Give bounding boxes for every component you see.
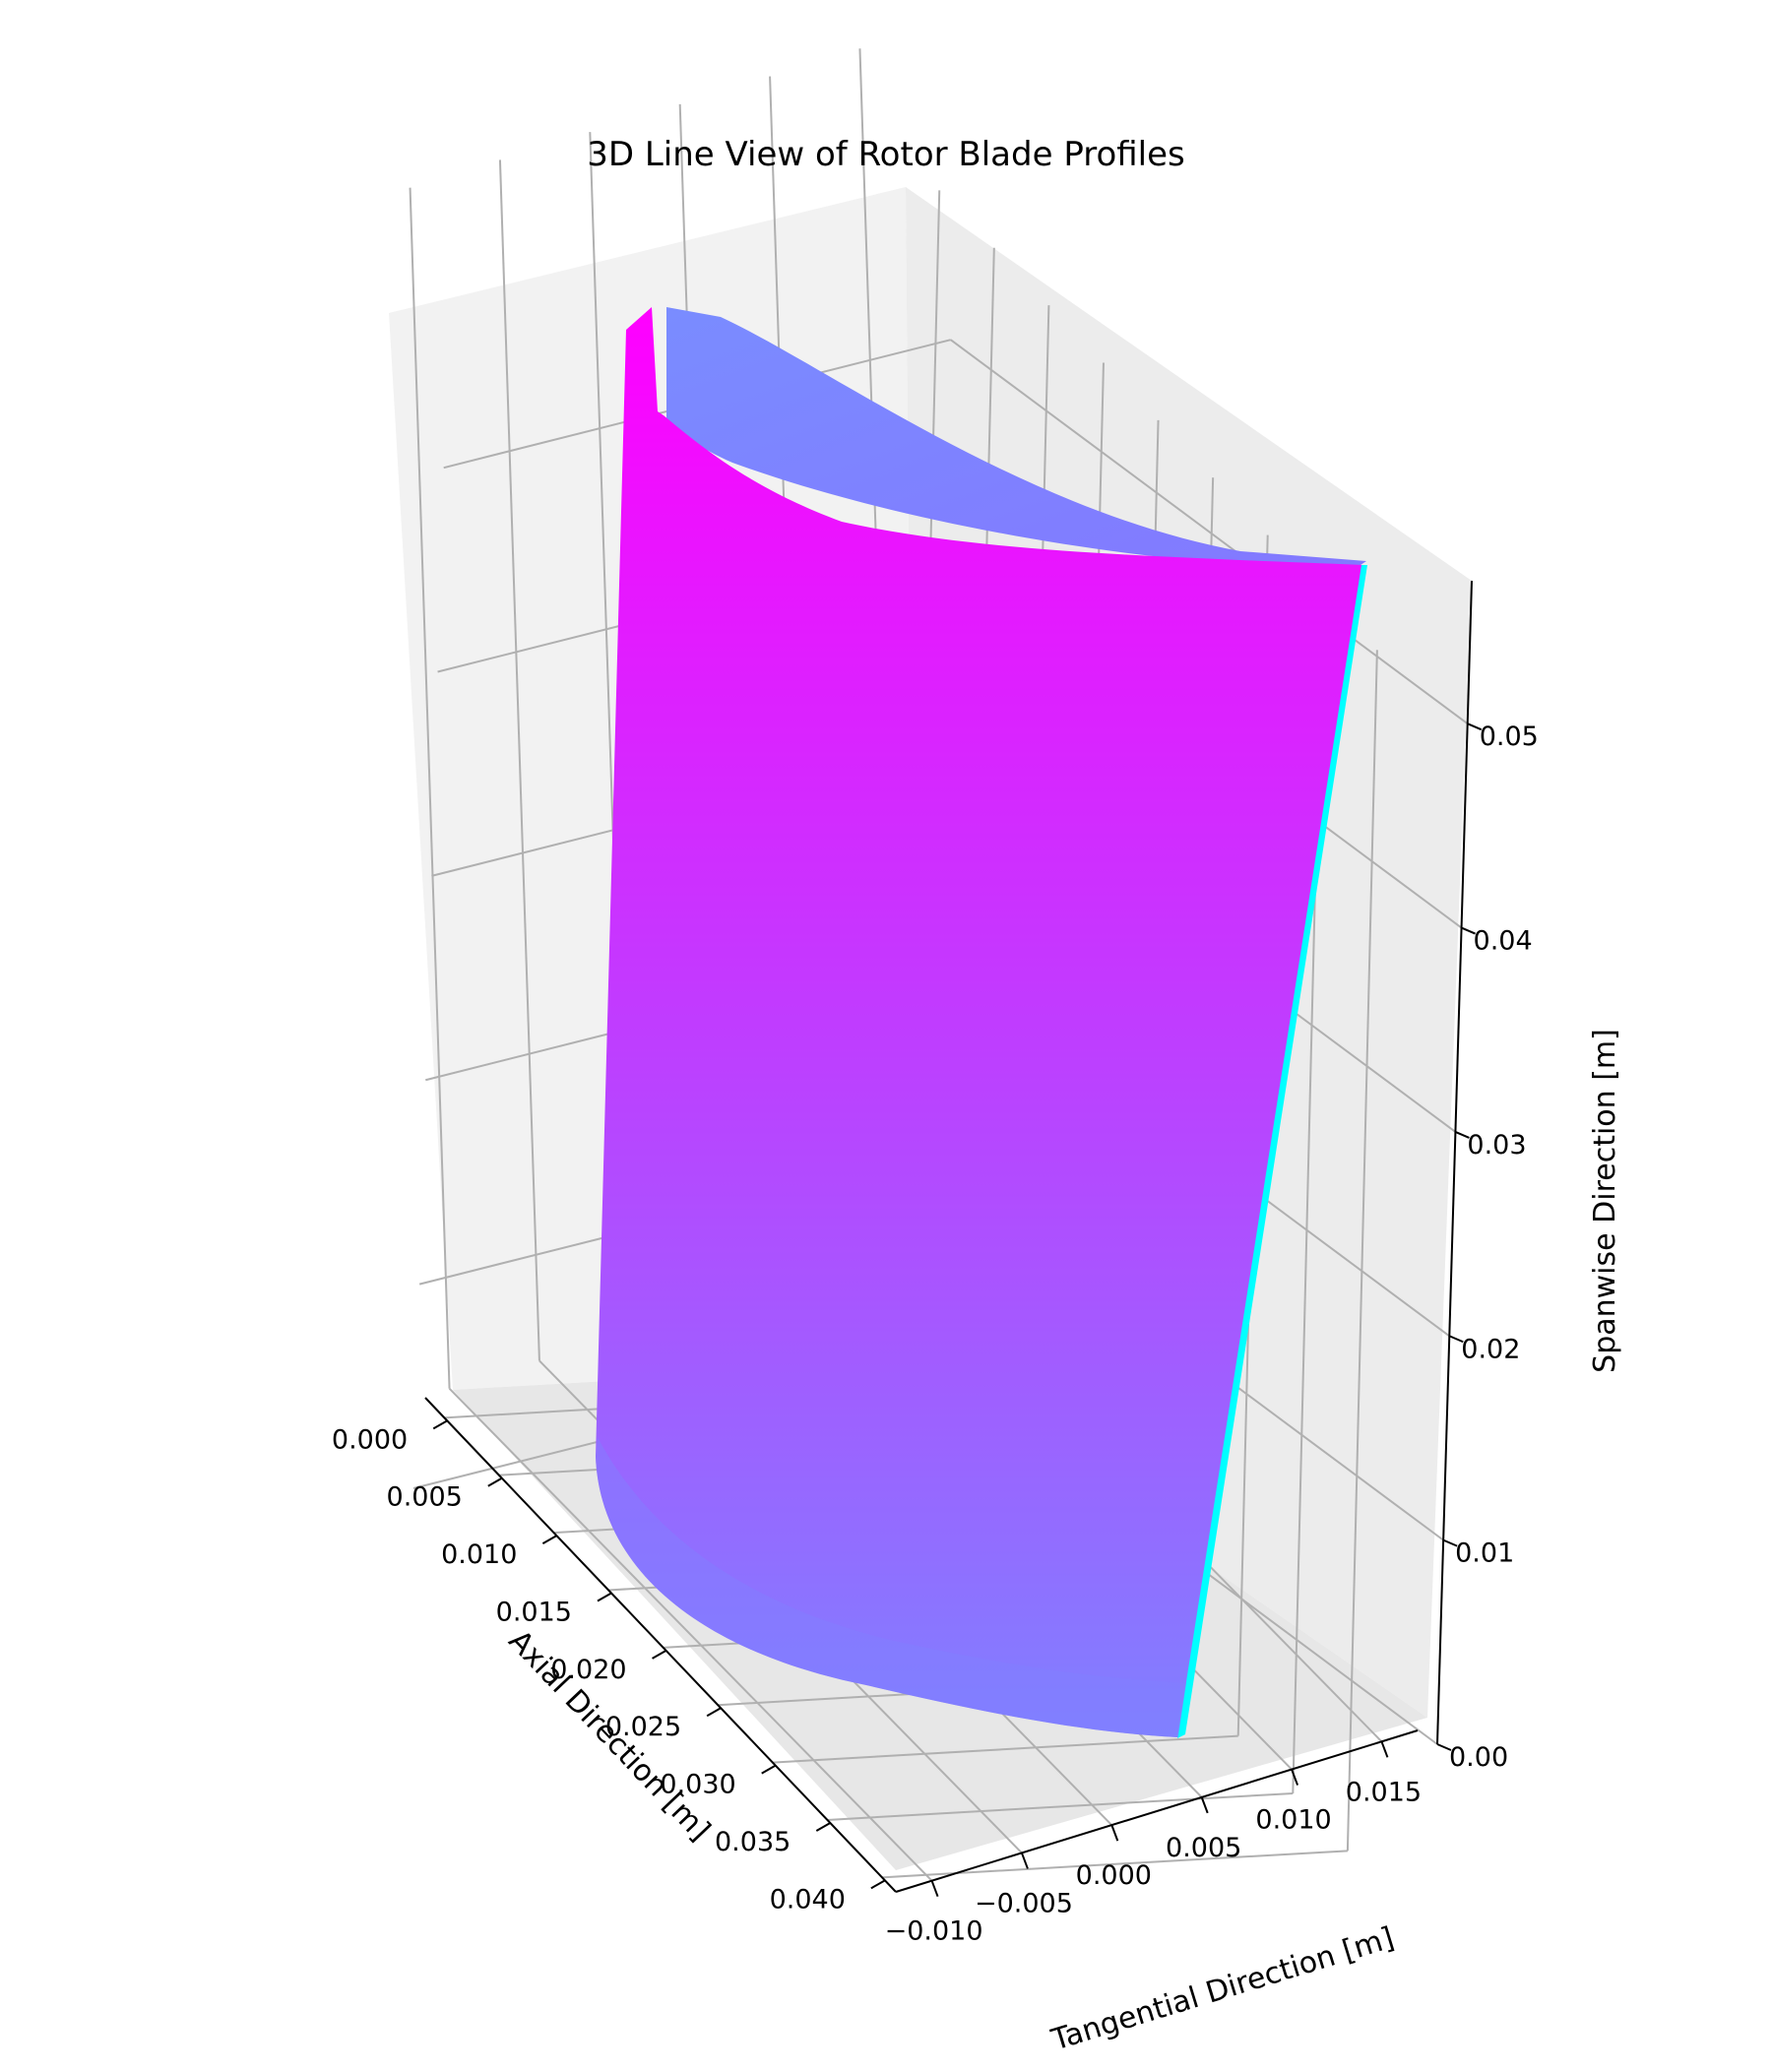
x-tick-label: 0.030 (660, 1770, 735, 1800)
blade-trailing-edge (1177, 565, 1367, 1738)
x-tick-label: 0.040 (770, 1884, 846, 1915)
y-tick-label: 0.005 (1166, 1833, 1241, 1863)
z-axis-line (1436, 580, 1473, 1745)
x-gridline-floor (772, 1734, 1238, 1764)
x-tick-mark (761, 1764, 777, 1775)
y-tick-label: 0.015 (1346, 1777, 1422, 1807)
z-axis-ticks: 0.00 0.01 0.02 0.03 0.04 0.05 (1436, 722, 1539, 1773)
x-axis-ticks: 0.000 0.005 0.010 0.015 0.020 0.025 0.030 0.035… (332, 1419, 886, 1915)
z-tick-label: 0.03 (1467, 1130, 1526, 1161)
x-tick-mark (487, 1476, 503, 1487)
z-tick-mark (1461, 926, 1476, 935)
y-tick-mark (1020, 1852, 1029, 1869)
x-tick-label: 0.015 (496, 1597, 572, 1627)
y-gridline-wall (409, 187, 451, 1389)
z-tick-mark (1442, 1538, 1458, 1547)
y-tick-mark (1291, 1769, 1299, 1786)
z-tick-label: 0.05 (1480, 722, 1539, 752)
x-tick-mark (870, 1879, 886, 1890)
y-tick-label: −0.010 (885, 1916, 983, 1947)
x-tick-label: 0.010 (441, 1539, 517, 1570)
x-axis-line (424, 1397, 897, 1893)
x-tick-mark (541, 1535, 557, 1544)
x-tick-mark (706, 1707, 722, 1718)
y-gridline-floor (448, 1387, 933, 1882)
z-tick-label: 0.00 (1449, 1742, 1508, 1773)
x-tick-mark (652, 1649, 667, 1660)
z-tick-mark (1455, 1130, 1470, 1139)
y-tick-label: 0.010 (1255, 1805, 1331, 1836)
z-tick-label: 0.04 (1474, 926, 1533, 957)
z-tick-mark (1467, 722, 1483, 731)
y-tick-label: 0.000 (1076, 1860, 1152, 1891)
x-gridline-floor (827, 1791, 1294, 1821)
z-tick-mark (1448, 1335, 1464, 1344)
y-axis-line (895, 1729, 1419, 1893)
z-gridline-right (950, 339, 1469, 724)
y-tick-mark (1200, 1796, 1209, 1814)
x-gridline-wall (1346, 650, 1378, 1852)
x-tick-label: 0.000 (332, 1424, 408, 1455)
z-tick-label: 0.02 (1461, 1334, 1520, 1364)
blade-pressure-side (596, 307, 1363, 1737)
y-tick-mark (1110, 1824, 1119, 1842)
z-tick-mark (1436, 1743, 1452, 1751)
x-tick-mark (597, 1592, 612, 1602)
blade-suction-side (666, 307, 1366, 573)
y-tick-mark (930, 1880, 939, 1898)
x-tick-label: 0.025 (605, 1712, 681, 1742)
x-tick-mark (432, 1419, 448, 1430)
x-tick-label: 0.005 (387, 1482, 463, 1513)
x-tick-label: 0.035 (715, 1827, 791, 1857)
x-tick-label: 0.020 (550, 1655, 626, 1685)
z-tick-label: 0.01 (1455, 1538, 1514, 1569)
y-tick-label: −0.005 (975, 1888, 1073, 1918)
x-tick-mark (815, 1822, 831, 1832)
y-gridline-wall (498, 159, 540, 1361)
chart-title: 3D Line View of Rotor Blade Profiles (587, 135, 1185, 174)
y-tick-mark (1380, 1740, 1389, 1758)
z-axis-label: Spanwise Direction [m] (1588, 1029, 1622, 1373)
blade-root-shading (596, 1437, 1186, 1737)
blade-surface (596, 307, 1367, 1738)
y-axis-label: Tangential Direction [m] (1046, 1920, 1398, 2057)
